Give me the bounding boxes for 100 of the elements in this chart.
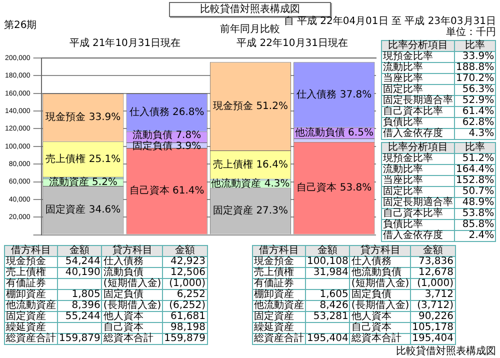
text: 売上債権	[252, 267, 306, 278]
data-label: 固定資産 27.3%	[213, 204, 288, 217]
text: 自己資本	[102, 322, 163, 334]
text: 流動負債	[102, 267, 163, 278]
text: 第26期	[4, 20, 37, 31]
text: 40,190	[58, 267, 102, 278]
data-label: 仕入債務 26.8%	[129, 106, 204, 118]
text: 56.3%	[454, 84, 496, 96]
text: 52.9%	[454, 95, 496, 106]
text: (6,252)	[162, 300, 208, 312]
text: 他人資本	[102, 311, 163, 322]
text: 8,426	[306, 300, 350, 312]
text: 固定資産	[4, 311, 58, 322]
data-label: 自己資本 61.4%	[129, 184, 204, 197]
text: 固定比率	[382, 84, 454, 96]
chart-subtitle: 前年同月比較	[220, 24, 280, 35]
text: 12,678	[410, 267, 456, 278]
text: 1,805	[58, 289, 102, 300]
text: (短期借入金)	[350, 278, 411, 290]
text: 固定比率	[382, 186, 454, 198]
data-label: 売上債権 25.1%	[46, 152, 121, 165]
text: 73,836	[410, 256, 456, 268]
text: 固定長期適合率	[382, 95, 454, 106]
category-label: 金額	[58, 245, 102, 256]
text: 54,244	[58, 256, 102, 268]
text: 55,244	[58, 311, 102, 322]
category-label: 金額	[162, 245, 208, 256]
text: (長期借入金)	[350, 300, 411, 312]
text: 仕入債務	[102, 256, 163, 268]
text: 仕入債務	[350, 256, 411, 268]
category-label: 比率分析項目	[382, 142, 454, 154]
category-label: 借方科目	[4, 245, 58, 256]
text: 借入金依存度	[382, 230, 454, 242]
data-label: 現金預金 51.2%	[213, 100, 288, 112]
text: 188.8%	[454, 62, 496, 74]
text: (短期借入金)	[102, 278, 163, 290]
text: 現預金比率	[382, 51, 454, 62]
text: 61,681	[162, 311, 208, 322]
text: 自 平成 22年04月01日 至 平成 23年03月31日	[284, 16, 496, 27]
text: 当座比率	[382, 175, 454, 186]
text: 61.4%	[454, 106, 496, 118]
text: 有価証券	[252, 278, 306, 290]
data-label: 現金預金 33.9%	[46, 111, 121, 124]
text: 170.2%	[454, 73, 496, 84]
text: 平成 21年10月31日現在	[69, 38, 181, 49]
text: 当座比率	[382, 73, 454, 84]
category-label: 比率分析項目	[382, 40, 454, 52]
text: 53.8%	[454, 208, 496, 220]
text: 152.8%	[454, 175, 496, 186]
text: 50.7%	[454, 186, 496, 198]
text: 195,404	[410, 333, 456, 344]
data-label: 他流動資産 4.3%	[211, 178, 290, 190]
text: 自己資本比率	[382, 106, 454, 118]
text: 1,605	[306, 289, 350, 300]
text: 現金預金	[4, 256, 58, 268]
text: 3,712	[410, 289, 456, 300]
data-label: 固定資産 34.6%	[46, 204, 121, 216]
text: 棚卸資産	[4, 289, 58, 300]
chart-title: 比較貸借対照表構成図	[169, 2, 331, 17]
data-label: 流動資産 5.2%	[48, 176, 118, 188]
text: (3,712)	[410, 300, 456, 312]
text: 100,108	[306, 256, 350, 268]
text: 負債比率	[382, 117, 454, 128]
text: 51.2%	[454, 153, 496, 164]
text: 比較貸借対照表構成図	[396, 346, 496, 357]
text: 流動比率	[382, 62, 454, 74]
data-label: 自己資本 53.8%	[296, 182, 372, 194]
text: 単位：千円	[446, 27, 496, 38]
text: 90,226	[410, 311, 456, 322]
text: 固定負債	[102, 289, 163, 300]
text: 固定長期適合率	[382, 197, 454, 208]
text: 他人資本	[350, 311, 411, 322]
text: 159,879	[162, 333, 208, 344]
text: 繰延資産	[4, 322, 58, 334]
text: 42,923	[162, 256, 208, 268]
data-label: 仕入債務 37.8%	[296, 88, 372, 100]
text: 他流動負債	[350, 267, 411, 278]
text: 他流動資産	[4, 300, 58, 312]
text: 105,178	[410, 322, 456, 334]
text: 負債比率	[382, 219, 454, 230]
text: 159,879	[58, 333, 102, 344]
data-label: 他流動負債 6.5%	[294, 126, 374, 139]
text: 4.3%	[454, 128, 496, 140]
text: (1,000)	[162, 278, 208, 290]
text: 12,506	[162, 267, 208, 278]
text: 固定資産	[252, 311, 306, 322]
text: 85.8%	[454, 219, 496, 230]
text: 8,396	[58, 300, 102, 312]
category-label: 貸方科目	[350, 245, 411, 256]
text: 自己資本比率	[382, 208, 454, 220]
text: (長期借入金)	[102, 300, 163, 312]
text: 33.9%	[454, 51, 496, 62]
category-label: 貸方科目	[102, 245, 163, 256]
text: 他流動資産	[252, 300, 306, 312]
text: 62.8%	[454, 117, 496, 128]
text: 31,984	[306, 267, 350, 278]
category-label: 借方科目	[252, 245, 306, 256]
text: 6,252	[162, 289, 208, 300]
category-label: 比率	[454, 40, 496, 52]
category-label: 金額	[410, 245, 456, 256]
